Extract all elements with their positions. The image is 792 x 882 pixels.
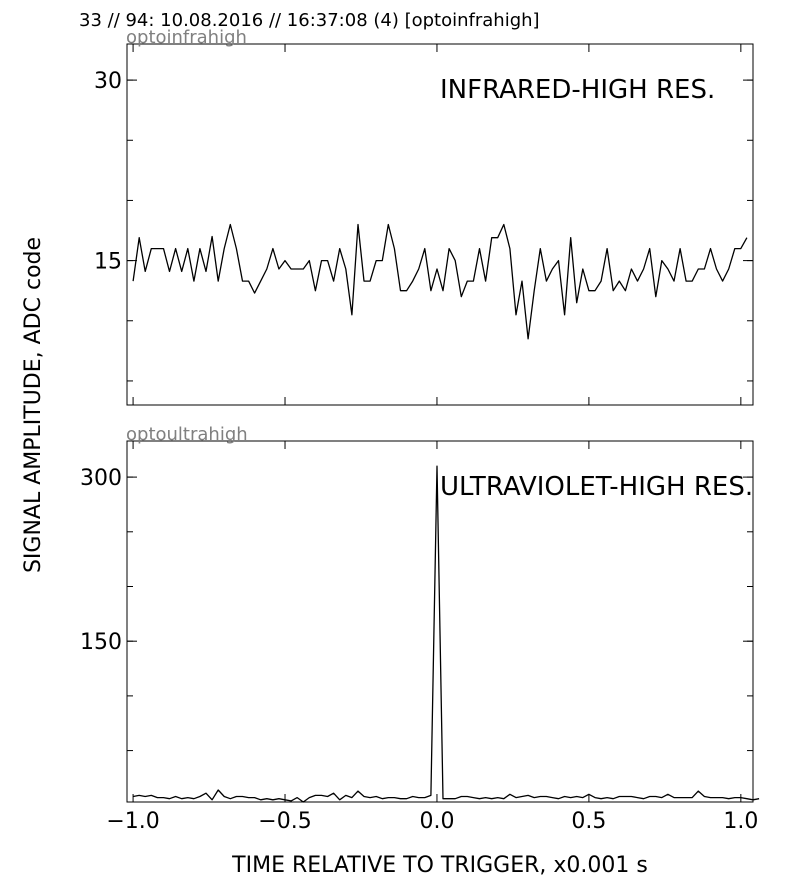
y-tick-label: 300 <box>80 466 122 491</box>
channel-label: optoultrahigh <box>126 424 248 445</box>
y-tick-label: 150 <box>80 630 122 655</box>
channel-label: optoinfrahigh <box>126 27 247 48</box>
chart-panel-optoultrahigh: optoultrahigh ULTRAVIOLET-HIGH RES. 300 150… <box>80 424 760 834</box>
x-tick-label: −1.0 <box>106 809 159 834</box>
x-tick-label: 1.0 <box>723 809 758 834</box>
y-axis-label: SIGNAL AMPLITUDE, ADC code <box>21 237 46 573</box>
y-tick-label: 30 <box>94 69 122 94</box>
x-tick-label: 0.0 <box>419 809 454 834</box>
x-tick-label: −0.5 <box>258 809 311 834</box>
figure-header: 33 // 94: 10.08.2016 // 16:37:08 (4) [op… <box>79 10 540 31</box>
panel-title: ULTRAVIOLET-HIGH RES. <box>440 472 753 502</box>
plot-frame <box>126 43 754 406</box>
x-axis-label: TIME RELATIVE TO TRIGGER, x0.001 s <box>231 853 648 878</box>
series-line <box>132 465 760 803</box>
chart-panels: optoinfrahigh INFRARED-HIGH RES. 30 15 optou… <box>80 27 760 834</box>
x-tick-label: 0.5 <box>571 809 606 834</box>
chart-panel-optoinfrahigh: optoinfrahigh INFRARED-HIGH RES. 30 15 <box>94 27 754 406</box>
y-tick-label: 15 <box>94 250 122 275</box>
series-line <box>132 223 748 340</box>
panel-title: INFRARED-HIGH RES. <box>440 75 715 105</box>
plot-frame <box>126 440 754 803</box>
